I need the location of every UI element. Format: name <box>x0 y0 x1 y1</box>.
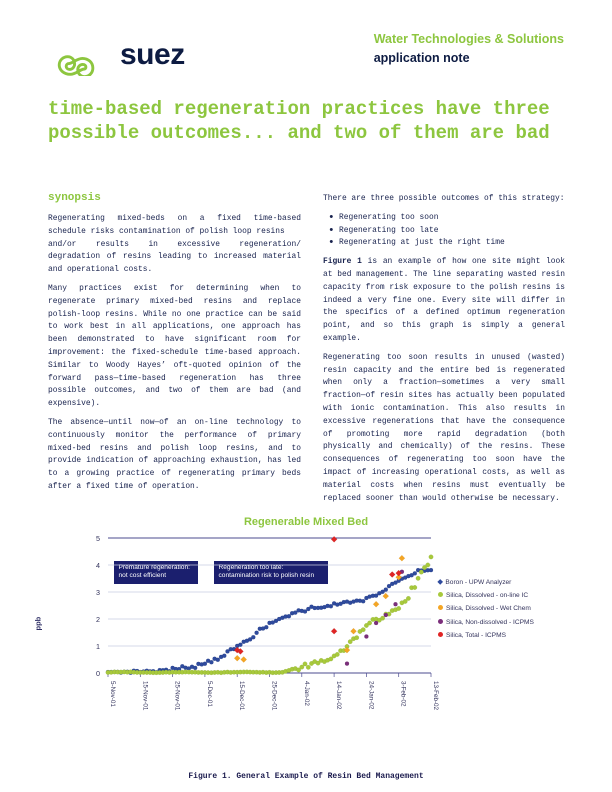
svg-text:25-Dec-01: 25-Dec-01 <box>271 681 278 711</box>
svg-text:3: 3 <box>96 588 100 597</box>
svg-text:14-Jan-02: 14-Jan-02 <box>335 681 342 710</box>
svg-text:4-Jan-02: 4-Jan-02 <box>303 681 310 706</box>
svg-text:24-Jan-02: 24-Jan-02 <box>367 681 374 710</box>
svg-text:5-Nov-01: 5-Nov-01 <box>109 681 116 707</box>
svg-text:5-Dec-01: 5-Dec-01 <box>206 681 213 707</box>
svg-text:15-Nov-01: 15-Nov-01 <box>141 681 148 711</box>
svg-text:4: 4 <box>96 561 100 570</box>
svg-text:1: 1 <box>96 642 100 651</box>
svg-text:0: 0 <box>96 669 100 678</box>
svg-text:2: 2 <box>96 615 100 624</box>
svg-text:5: 5 <box>96 534 100 543</box>
svg-text:15-Dec-01: 15-Dec-01 <box>238 681 245 711</box>
svg-text:25-Nov-01: 25-Nov-01 <box>174 681 181 711</box>
svg-text:13-Feb-02: 13-Feb-02 <box>432 681 439 711</box>
svg-text:3-Feb-02: 3-Feb-02 <box>400 681 407 707</box>
